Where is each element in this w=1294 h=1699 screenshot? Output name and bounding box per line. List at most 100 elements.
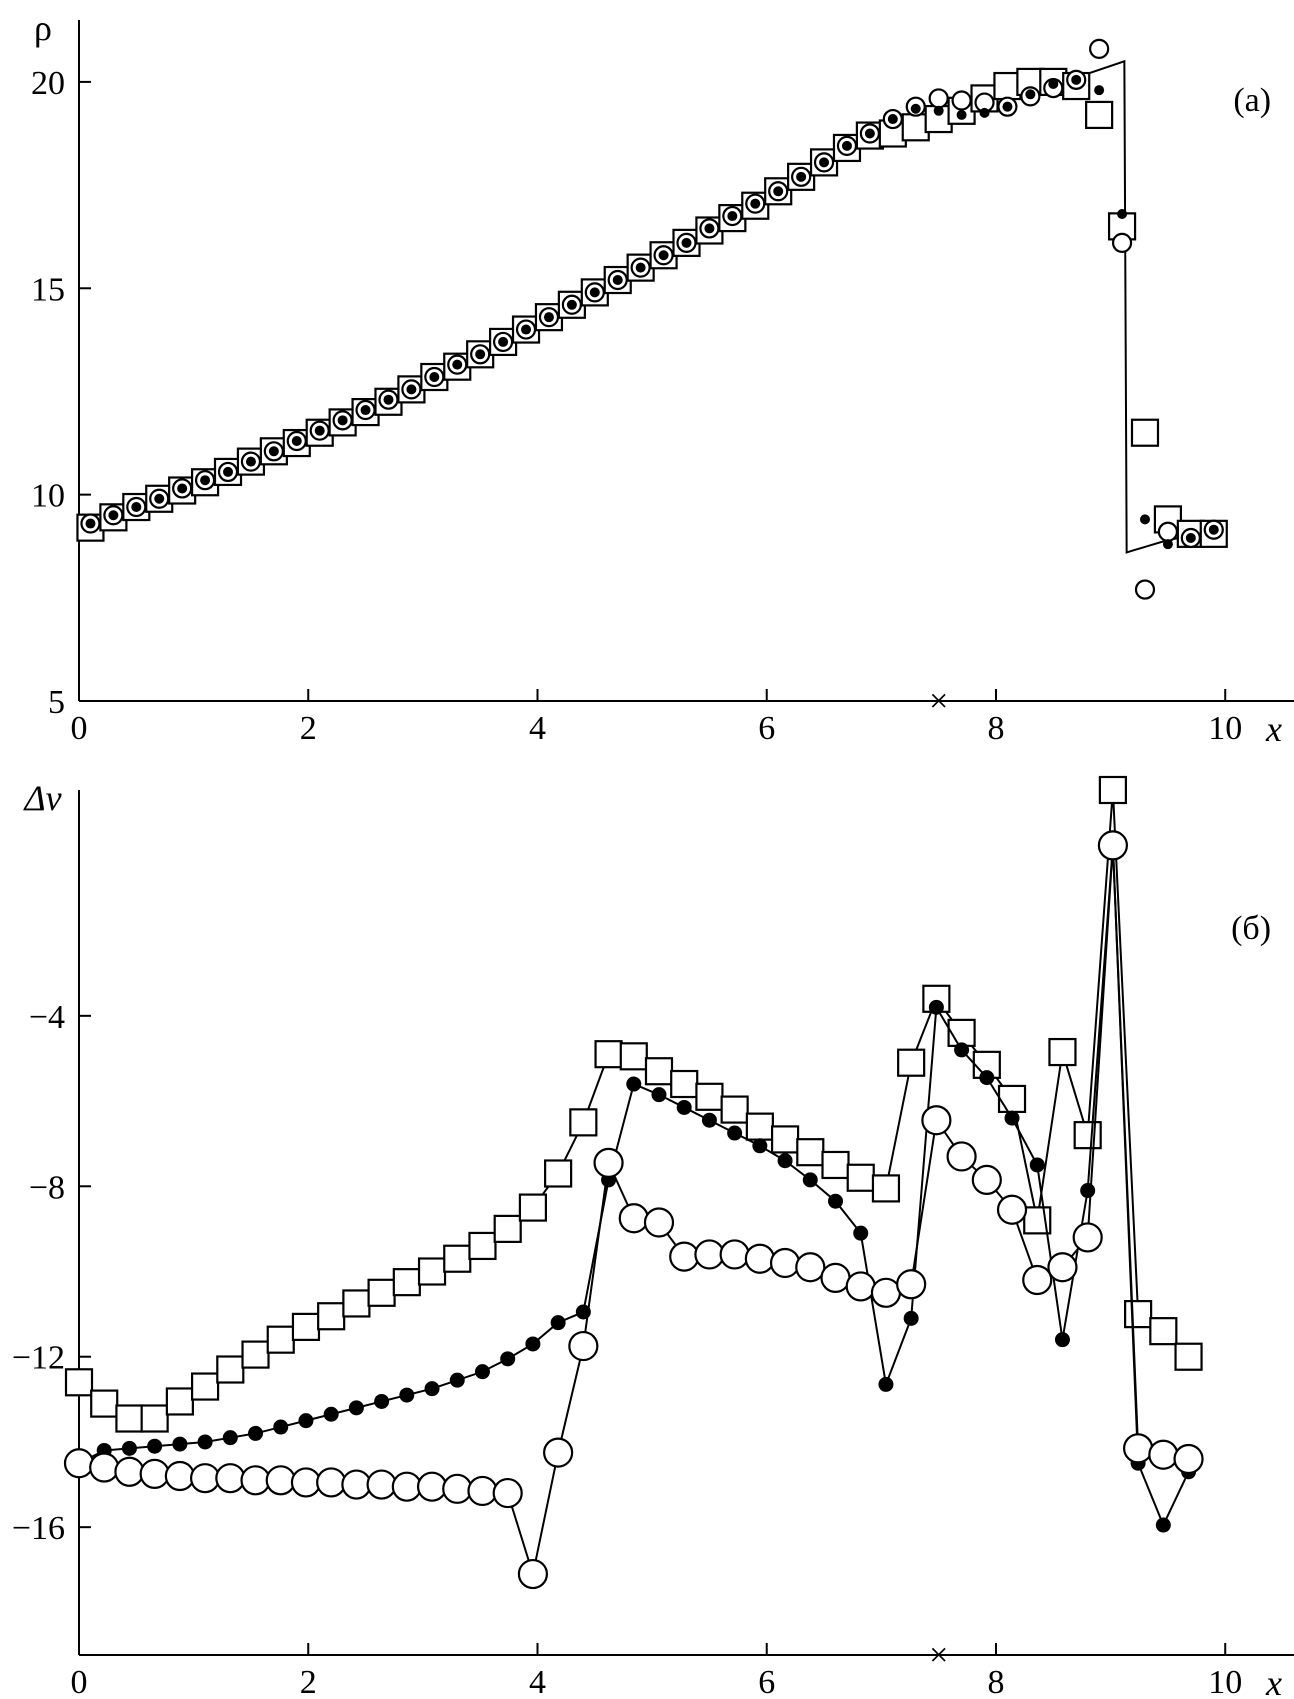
density-series-square bbox=[76, 67, 1228, 548]
circle-marker bbox=[669, 1241, 700, 1272]
x-tick-label: 8 bbox=[987, 710, 1004, 747]
square-marker bbox=[266, 1325, 295, 1354]
circle-marker bbox=[951, 90, 972, 111]
square-marker bbox=[342, 1289, 371, 1318]
dot-marker bbox=[222, 1430, 238, 1446]
circle-marker bbox=[921, 1105, 952, 1136]
square-marker bbox=[796, 1138, 825, 1167]
density-series-line bbox=[90, 59, 1214, 554]
dot-marker bbox=[374, 1393, 390, 1409]
dot-marker bbox=[1185, 532, 1196, 543]
square-marker bbox=[1130, 418, 1160, 447]
density-series-circle bbox=[80, 38, 1224, 600]
circle-marker bbox=[467, 1475, 498, 1507]
circle-marker bbox=[1123, 1433, 1154, 1464]
circle-marker bbox=[1097, 830, 1128, 861]
dot-marker bbox=[449, 1372, 465, 1388]
square-marker bbox=[518, 1193, 548, 1222]
x-tick-label: 10 bbox=[1208, 1664, 1242, 1699]
velocity-series-dot bbox=[71, 837, 1197, 1533]
square-marker bbox=[770, 1125, 800, 1154]
dot-marker bbox=[550, 1315, 566, 1331]
dot-marker bbox=[1048, 78, 1059, 89]
square-marker bbox=[901, 113, 930, 142]
square-marker bbox=[1098, 775, 1127, 805]
dot-marker bbox=[819, 157, 830, 168]
square-marker bbox=[190, 1372, 220, 1401]
dot-marker bbox=[1208, 524, 1219, 535]
dot-marker bbox=[273, 1419, 289, 1435]
velocity-series-circle bbox=[63, 830, 1204, 1590]
x-tick-label: 2 bbox=[300, 1664, 317, 1699]
dot-marker bbox=[498, 336, 509, 347]
circle-marker bbox=[341, 1469, 372, 1500]
circle-marker bbox=[593, 1147, 624, 1178]
circle-marker bbox=[1157, 521, 1179, 542]
y-tick-label: −8 bbox=[29, 1169, 65, 1206]
dot-marker bbox=[543, 312, 554, 323]
dot-marker bbox=[701, 1112, 717, 1128]
circle-marker bbox=[618, 1203, 649, 1234]
square-marker bbox=[997, 1084, 1027, 1114]
dot-marker bbox=[452, 359, 463, 370]
dot-marker bbox=[474, 1364, 490, 1380]
circle-marker bbox=[820, 1262, 851, 1293]
dot-marker bbox=[954, 1042, 970, 1058]
dot-marker bbox=[841, 140, 852, 151]
y-axis-label: Δv bbox=[22, 778, 61, 818]
square-marker bbox=[417, 1257, 447, 1286]
dot-marker bbox=[399, 1387, 415, 1403]
dot-marker bbox=[177, 483, 188, 494]
circle-marker bbox=[769, 1247, 801, 1279]
square-marker bbox=[1149, 1317, 1178, 1346]
dot-marker bbox=[121, 1440, 137, 1456]
square-marker bbox=[1048, 1037, 1077, 1067]
circle-marker bbox=[517, 1558, 549, 1590]
dot-marker bbox=[197, 1434, 213, 1450]
circle-marker bbox=[1047, 1252, 1078, 1283]
square-marker bbox=[897, 1048, 926, 1077]
dot-marker bbox=[796, 171, 807, 182]
series-line bbox=[90, 59, 1214, 554]
circle-marker bbox=[114, 1456, 145, 1487]
circle-marker bbox=[366, 1469, 397, 1500]
square-marker bbox=[216, 1355, 245, 1384]
dot-marker bbox=[651, 1087, 667, 1103]
dot-marker bbox=[314, 425, 325, 436]
density-series-dot bbox=[85, 74, 1219, 550]
dot-marker bbox=[727, 211, 738, 222]
y-axis-label: ρ bbox=[34, 8, 52, 48]
square-marker bbox=[115, 1404, 144, 1433]
panel-label: (а) bbox=[1233, 82, 1271, 119]
dot-marker bbox=[752, 1138, 768, 1154]
y-tick-label: 15 bbox=[31, 271, 65, 308]
dot-marker bbox=[424, 1381, 440, 1397]
circle-marker bbox=[568, 1330, 599, 1362]
dot-marker bbox=[291, 435, 302, 446]
circle-marker bbox=[139, 1458, 170, 1490]
dot-marker bbox=[956, 109, 967, 120]
y-tick-label: 5 bbox=[48, 684, 65, 721]
dot-marker bbox=[864, 128, 875, 139]
dot-marker bbox=[777, 1153, 793, 1169]
circle-marker bbox=[416, 1471, 448, 1502]
density-chart-panel: 5 10 15 20 0 2 4 6 8 10 ρ x (а) × bbox=[31, 8, 1294, 749]
dot-marker bbox=[525, 1336, 541, 1352]
dot-marker bbox=[1071, 74, 1082, 85]
circle-marker bbox=[63, 1448, 95, 1479]
square-marker bbox=[695, 1082, 724, 1111]
dot-marker bbox=[727, 1125, 743, 1141]
dot-marker bbox=[1002, 101, 1013, 112]
dot-marker bbox=[1004, 1110, 1020, 1126]
x-tick-label: 8 bbox=[987, 1664, 1004, 1699]
square-marker bbox=[443, 1244, 472, 1273]
dot-marker bbox=[500, 1351, 516, 1367]
circle-marker bbox=[1134, 579, 1156, 600]
x-tick-label: 6 bbox=[758, 1664, 775, 1699]
series-line bbox=[78, 845, 1190, 1528]
dot-marker bbox=[626, 1076, 642, 1092]
x-tick-label: 4 bbox=[529, 1664, 546, 1699]
dot-marker bbox=[1029, 1157, 1045, 1173]
circle-marker bbox=[795, 1252, 826, 1283]
dot-marker bbox=[360, 405, 371, 416]
